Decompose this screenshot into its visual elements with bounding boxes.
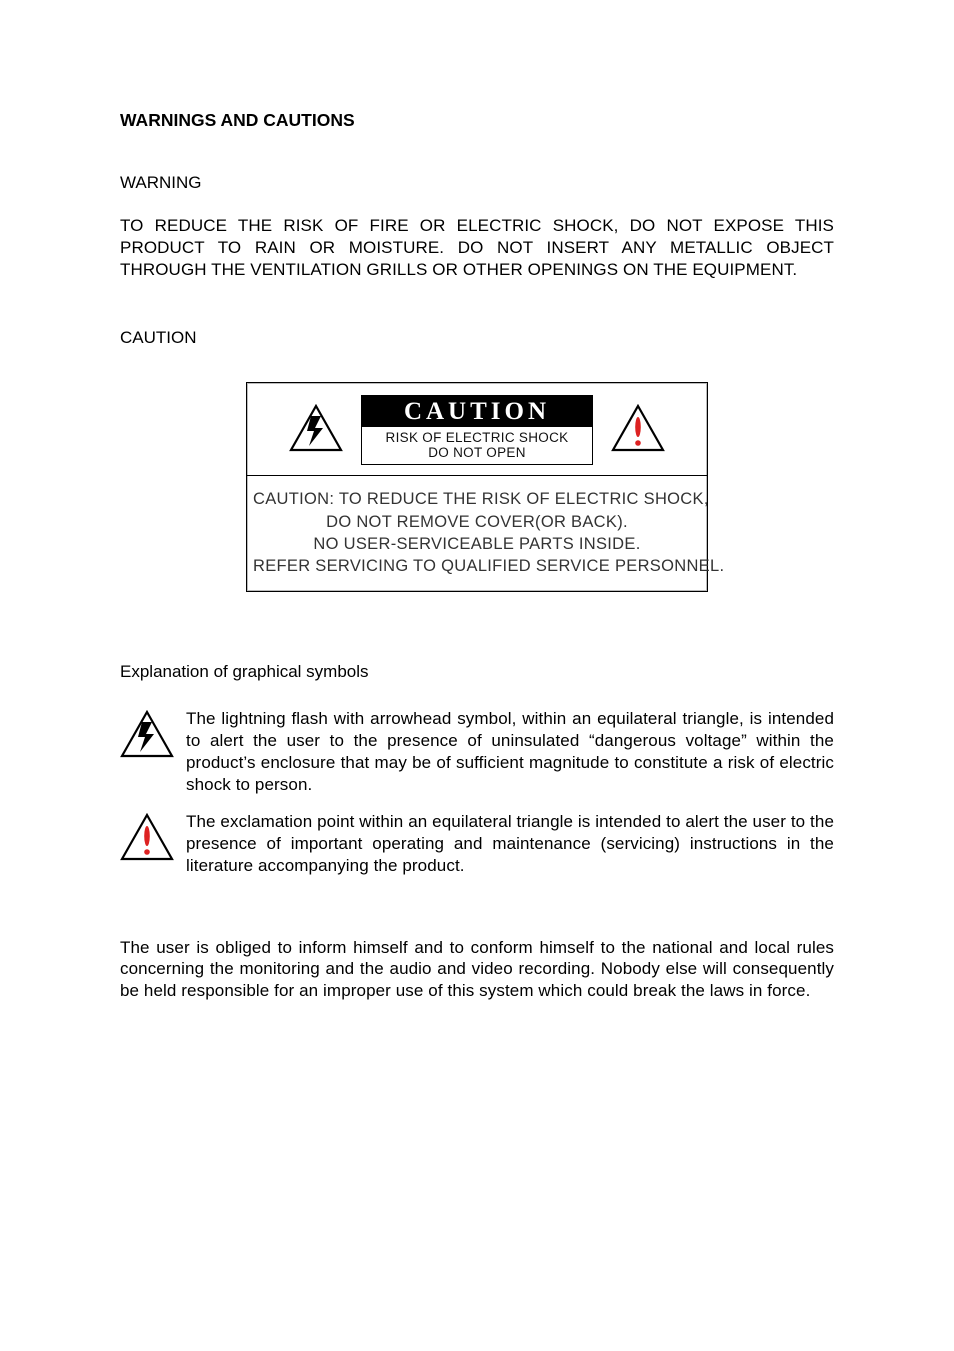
caution-line-2: DO NOT REMOVE COVER(OR BACK). (253, 511, 701, 533)
caution-label: CAUTION RISK OF ELECTRIC SHOCK DO NOT OP… (361, 395, 593, 465)
caution-label-title: CAUTION (362, 396, 592, 427)
caution-heading: CAUTION (120, 328, 834, 348)
symbol-text-exclamation: The exclamation point within an equilate… (186, 811, 834, 876)
warning-paragraph: TO REDUCE THE RISK OF FIRE OR ELECTRIC S… (120, 215, 834, 280)
caution-box-container: CAUTION RISK OF ELECTRIC SHOCK DO NOT OP… (120, 382, 834, 592)
explanation-heading: Explanation of graphical symbols (120, 662, 834, 682)
lightning-triangle-icon (120, 708, 176, 795)
caution-box-bottom: CAUTION: TO REDUCE THE RISK OF ELECTRIC … (247, 476, 707, 591)
final-paragraph: The user is obliged to inform himself an… (120, 937, 834, 1002)
caution-line-1: CAUTION: TO REDUCE THE RISK OF ELECTRIC … (253, 488, 701, 510)
warning-heading: WARNING (120, 173, 834, 193)
symbol-block-exclamation: The exclamation point within an equilate… (120, 811, 834, 876)
caution-box-top: CAUTION RISK OF ELECTRIC SHOCK DO NOT OP… (247, 383, 707, 476)
caution-label-subtitle-1: RISK OF ELECTRIC SHOCK (362, 427, 592, 445)
symbol-text-lightning: The lightning flash with arrowhead symbo… (186, 708, 834, 795)
symbol-block-lightning: The lightning flash with arrowhead symbo… (120, 708, 834, 795)
caution-line-3: NO USER-SERVICEABLE PARTS INSIDE. (253, 533, 701, 555)
page-title: WARNINGS AND CAUTIONS (120, 110, 834, 131)
caution-label-subtitle-2: DO NOT OPEN (362, 445, 592, 464)
exclamation-triangle-icon (120, 811, 176, 876)
exclamation-triangle-icon (611, 404, 665, 457)
caution-box: CAUTION RISK OF ELECTRIC SHOCK DO NOT OP… (246, 382, 708, 592)
lightning-triangle-icon (289, 404, 343, 457)
caution-line-4: REFER SERVICING TO QUALIFIED SERVICE PER… (253, 555, 701, 577)
